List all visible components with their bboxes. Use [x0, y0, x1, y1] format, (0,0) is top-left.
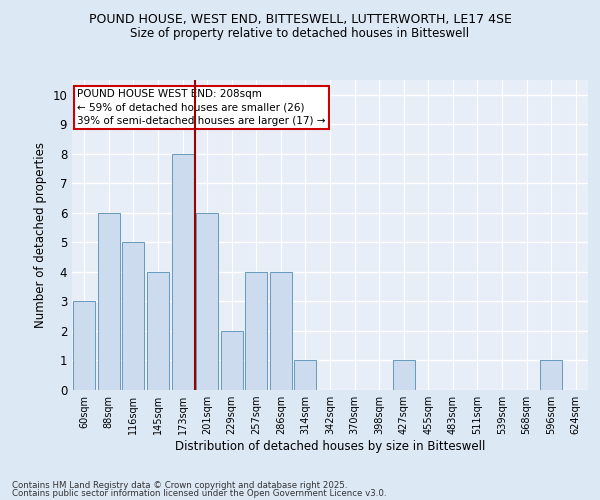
Text: Contains public sector information licensed under the Open Government Licence v3: Contains public sector information licen… — [12, 488, 386, 498]
Bar — [245, 272, 268, 390]
Bar — [196, 213, 218, 390]
Bar — [221, 331, 243, 390]
X-axis label: Distribution of detached houses by size in Bitteswell: Distribution of detached houses by size … — [175, 440, 485, 453]
Text: Contains HM Land Registry data © Crown copyright and database right 2025.: Contains HM Land Registry data © Crown c… — [12, 481, 347, 490]
Bar — [172, 154, 194, 390]
Text: Size of property relative to detached houses in Bitteswell: Size of property relative to detached ho… — [130, 28, 470, 40]
Text: POUND HOUSE WEST END: 208sqm
← 59% of detached houses are smaller (26)
39% of se: POUND HOUSE WEST END: 208sqm ← 59% of de… — [77, 90, 326, 126]
Text: POUND HOUSE, WEST END, BITTESWELL, LUTTERWORTH, LE17 4SE: POUND HOUSE, WEST END, BITTESWELL, LUTTE… — [89, 12, 511, 26]
Bar — [73, 302, 95, 390]
Bar — [122, 242, 145, 390]
Bar — [295, 360, 316, 390]
Y-axis label: Number of detached properties: Number of detached properties — [34, 142, 47, 328]
Bar — [98, 213, 120, 390]
Bar — [392, 360, 415, 390]
Bar — [270, 272, 292, 390]
Bar — [147, 272, 169, 390]
Bar — [540, 360, 562, 390]
